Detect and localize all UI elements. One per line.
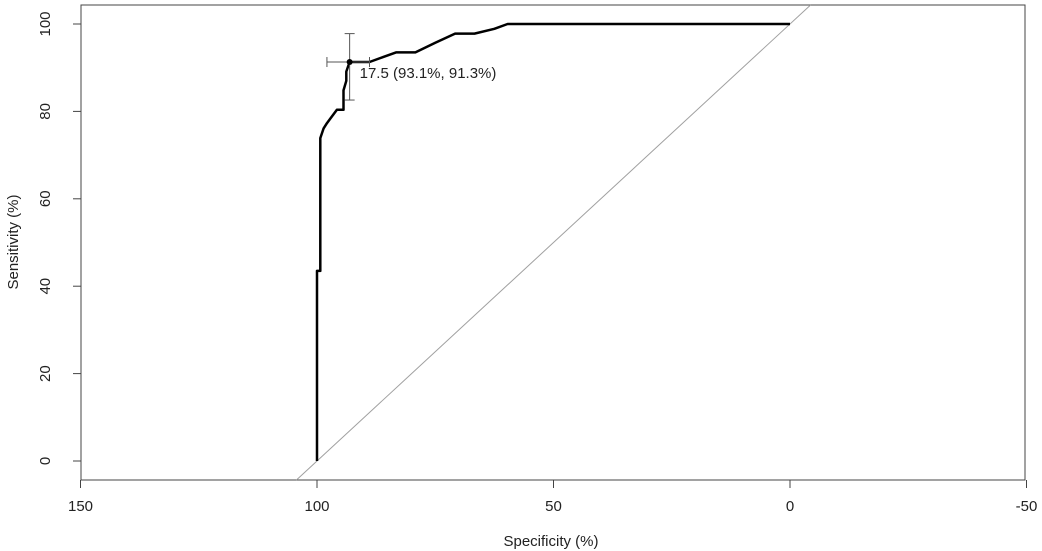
series-layer (315, 22, 790, 461)
confidence-interval-layer (326, 33, 371, 101)
y-tick-label: 100 (37, 11, 54, 36)
y-tick-label: 0 (37, 457, 54, 465)
x-axis-label: Specificity (%) (503, 533, 598, 550)
reference-diagonal-layer (296, 4, 811, 481)
y-tick-label: 80 (37, 103, 54, 120)
y-tick-label: 40 (37, 278, 54, 295)
y-axis-label: Sensitivity (%) (5, 194, 22, 289)
roc-curve-line (315, 22, 790, 461)
x-tick-label: 50 (545, 498, 562, 515)
reference-diagonal (296, 4, 811, 481)
x-tick-label: 150 (68, 498, 93, 515)
best-threshold-label: 17.5 (93.1%, 91.3%) (360, 65, 497, 82)
y-axis: 0 20 40 60 80 100 (37, 11, 81, 465)
y-tick-label: 60 (37, 190, 54, 207)
y-tick-label: 20 (37, 365, 54, 382)
x-tick-label: -50 (1016, 498, 1038, 515)
best-threshold-point (346, 59, 353, 66)
x-tick-label: 0 (786, 498, 794, 515)
x-tick-label: 100 (304, 498, 329, 515)
x-axis: 150 100 50 0 -50 (68, 480, 1037, 515)
